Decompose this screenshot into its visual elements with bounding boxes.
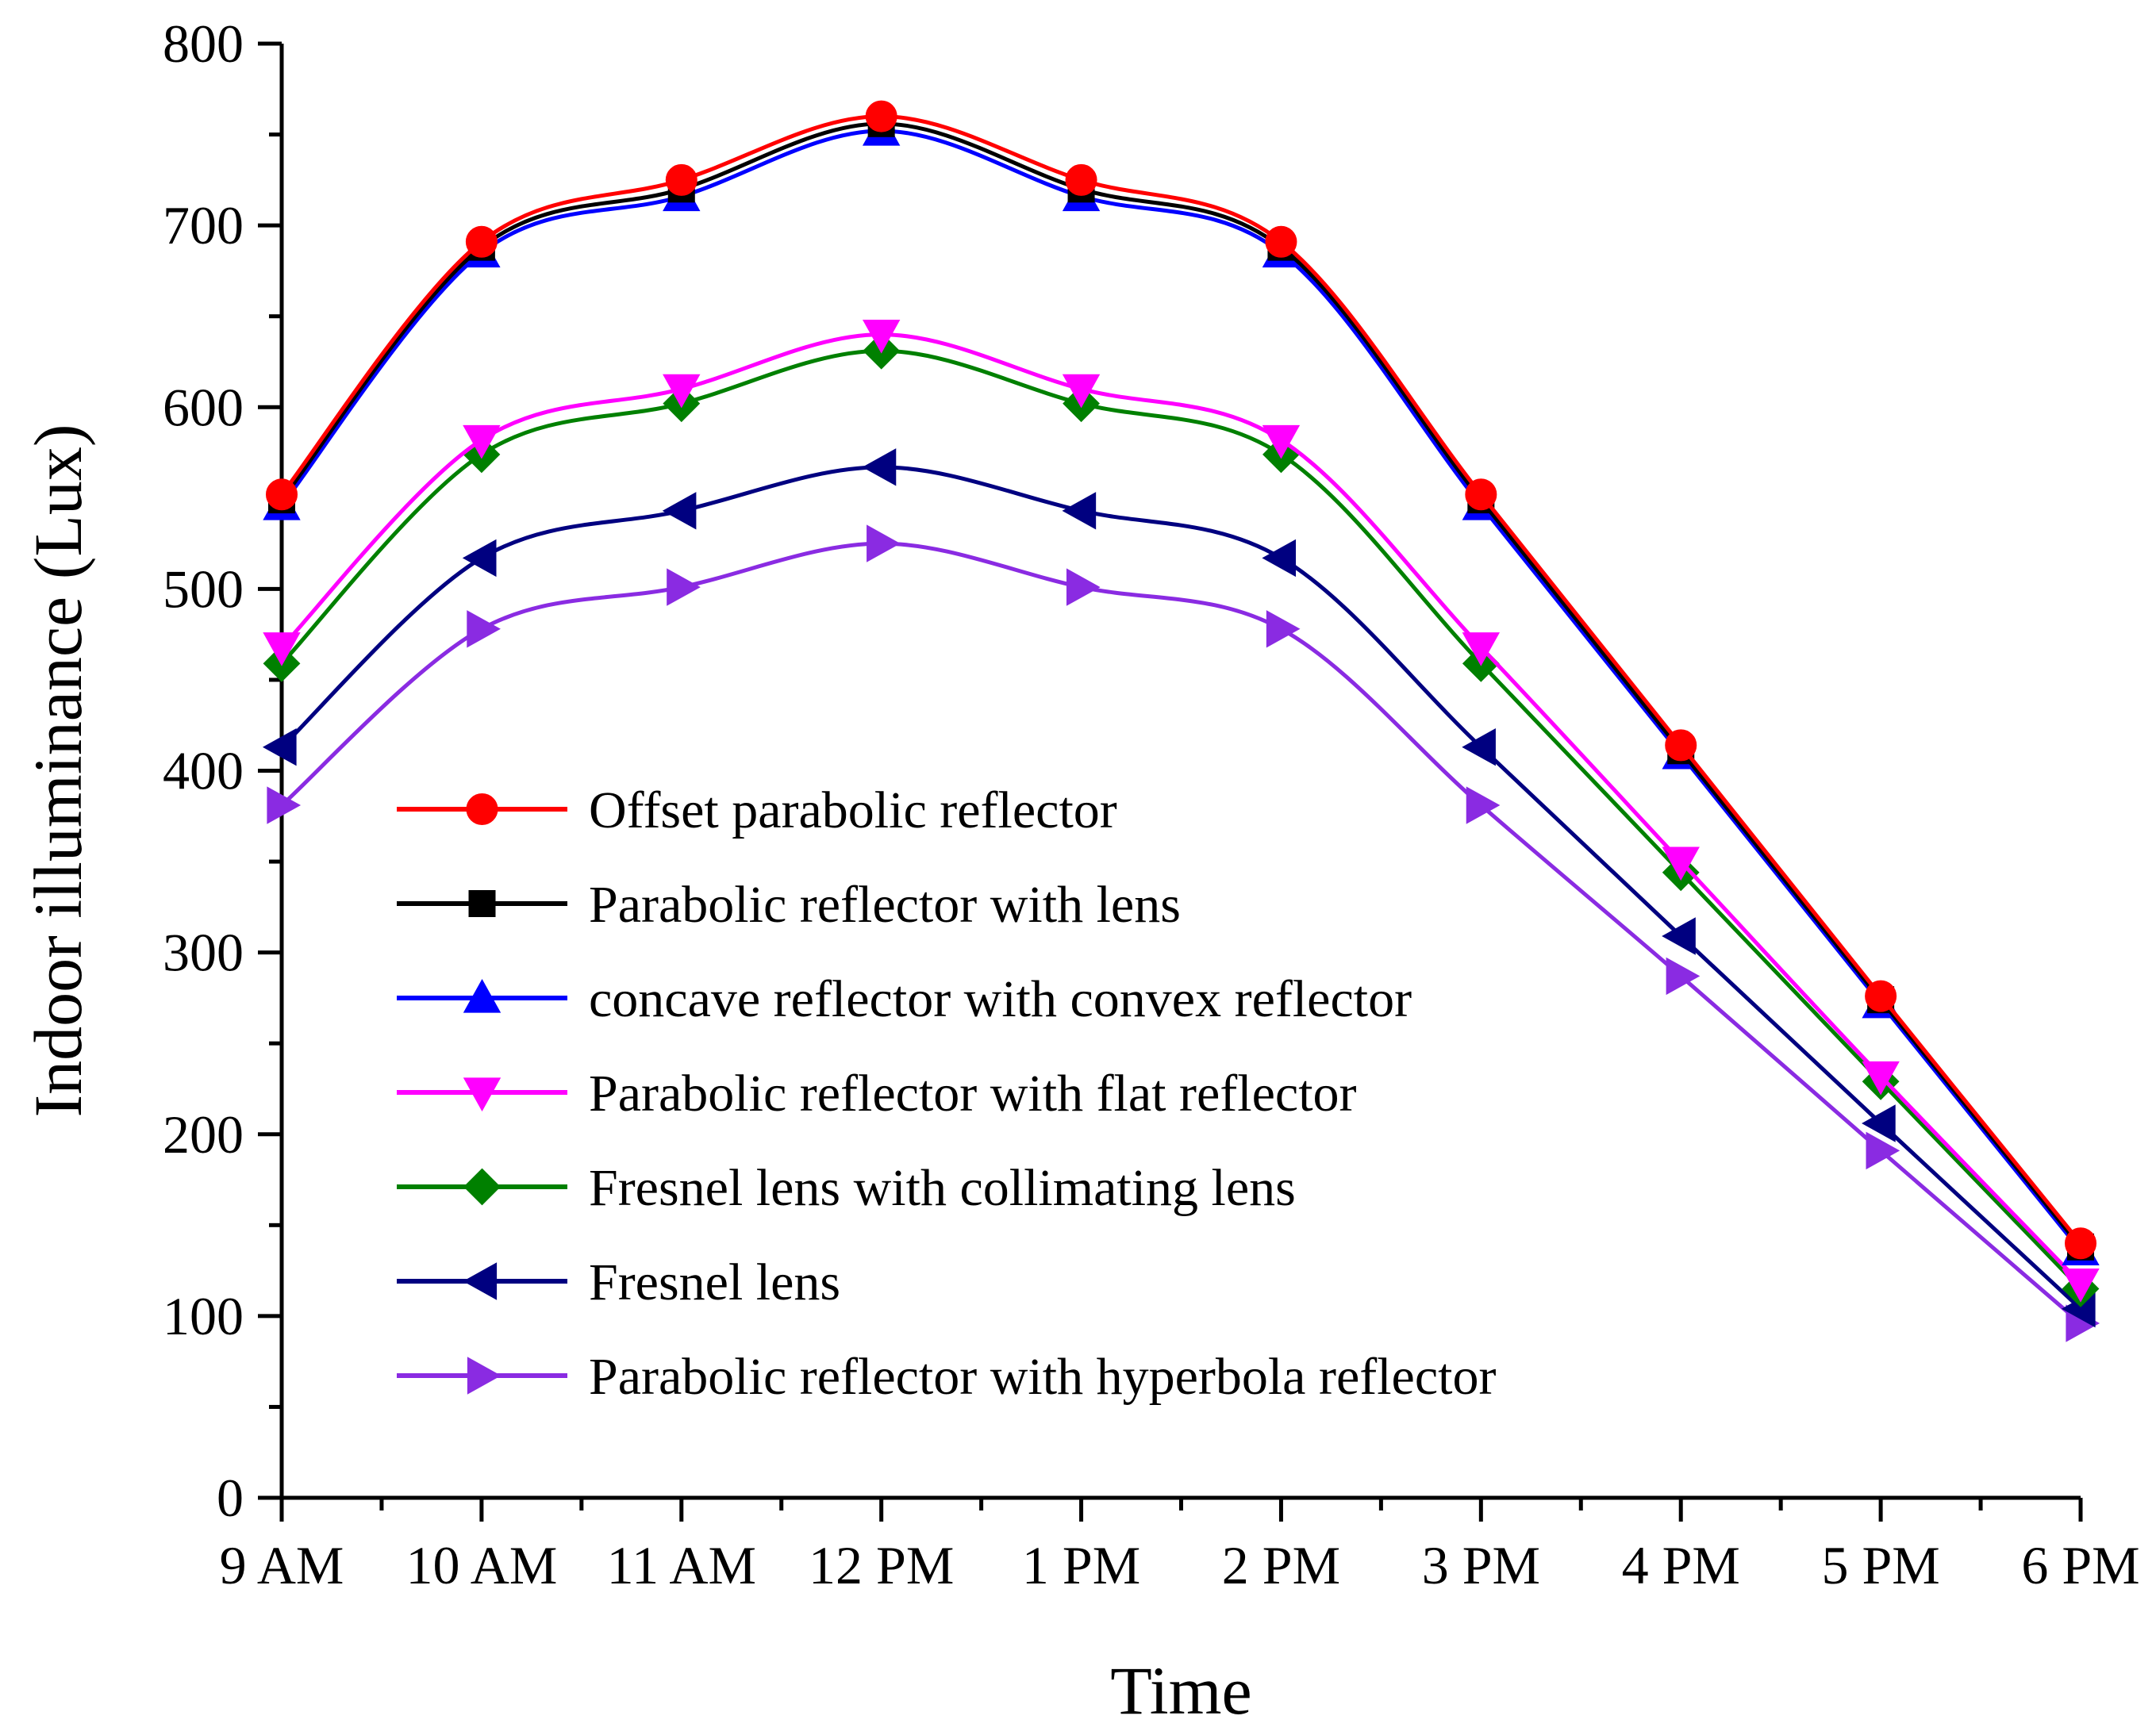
legend-item: Parabolic reflector with hyperbola refle… — [397, 1348, 1496, 1406]
data-point — [2062, 1269, 2100, 1303]
data-point — [463, 424, 501, 459]
legend-marker — [463, 1077, 502, 1112]
data-point — [862, 320, 901, 354]
data-point — [1662, 917, 1696, 955]
data-point — [1262, 539, 1297, 578]
data-point — [1262, 424, 1301, 459]
series-line — [280, 541, 2082, 1325]
series-line — [280, 121, 2082, 1249]
legend-label: concave reflector with convex reflector — [589, 970, 1412, 1028]
series-6 — [267, 524, 2100, 1342]
data-point — [462, 539, 497, 578]
x-tick-label: 12 PM — [809, 1535, 954, 1595]
legend-label: Parabolic reflector with hyperbola refle… — [589, 1348, 1496, 1406]
y-tick-label: 400 — [163, 741, 244, 801]
y-tick-label: 800 — [163, 13, 244, 74]
legend-item: Fresnel lens — [397, 1253, 840, 1311]
series-5 — [262, 448, 2096, 1328]
y-tick-label: 0 — [217, 1468, 244, 1528]
data-point — [1462, 632, 1501, 666]
legend-marker — [468, 890, 496, 917]
x-tick-label: 3 PM — [1422, 1535, 1540, 1595]
legend-item: Offset parabolic reflector — [397, 781, 1117, 839]
data-point — [1066, 568, 1101, 606]
data-point — [865, 100, 897, 132]
legend-marker — [463, 1168, 501, 1206]
data-point — [465, 225, 498, 258]
x-tick-label: 5 PM — [1821, 1535, 1939, 1595]
legend-item: Parabolic reflector with flat reflector — [397, 1065, 1357, 1123]
x-tick-label: 9 AM — [220, 1535, 344, 1595]
data-point — [267, 786, 302, 824]
x-tick-label: 1 PM — [1022, 1535, 1140, 1595]
legend-item: Fresnel lens with collimating lens — [397, 1159, 1296, 1217]
y-tick-label: 100 — [163, 1286, 244, 1346]
data-point — [1866, 1131, 1900, 1170]
series-line — [280, 348, 2082, 1291]
data-point — [1465, 478, 1497, 511]
legend-marker — [467, 1357, 502, 1395]
data-point — [1662, 846, 1700, 881]
data-point — [1466, 786, 1501, 824]
series-3 — [263, 320, 2100, 1303]
y-tick-label: 500 — [163, 559, 244, 619]
data-point — [1862, 1104, 1896, 1142]
data-point — [1266, 610, 1301, 648]
series-line — [280, 332, 2082, 1285]
x-tick-label: 2 PM — [1222, 1535, 1340, 1595]
data-point — [1862, 1061, 1900, 1096]
data-point — [1865, 980, 1897, 1012]
data-point — [1665, 729, 1697, 762]
data-point — [663, 374, 701, 409]
x-tick-label: 6 PM — [2021, 1535, 2139, 1595]
data-point — [467, 610, 501, 648]
y-axis-title: Indoor illuminance (Lux) — [20, 424, 96, 1117]
legend-label: Fresnel lens with collimating lens — [589, 1159, 1296, 1217]
legend-item: Parabolic reflector with lens — [397, 876, 1181, 934]
legend-marker — [463, 1262, 498, 1300]
data-point — [1062, 492, 1097, 530]
series-line — [280, 465, 2082, 1311]
legend-label: Parabolic reflector with flat reflector — [589, 1065, 1357, 1123]
series-0 — [266, 100, 2096, 1260]
data-point — [667, 568, 701, 606]
data-point — [1065, 163, 1097, 196]
y-tick-label: 600 — [163, 377, 244, 437]
data-point — [262, 728, 297, 766]
series-line — [280, 114, 2082, 1245]
data-point — [2065, 1227, 2096, 1260]
x-tick-label: 11 AM — [607, 1535, 756, 1595]
data-point — [266, 478, 298, 511]
x-axis-title: Time — [1110, 1652, 1251, 1729]
series-line — [280, 129, 2082, 1252]
x-tick-label: 4 PM — [1622, 1535, 1740, 1595]
legend-marker — [466, 793, 498, 825]
legend-marker — [463, 978, 502, 1013]
legend-item: concave reflector with convex reflector — [397, 970, 1412, 1028]
data-point — [1265, 225, 1297, 258]
data-point — [867, 524, 901, 562]
legend-label: Parabolic reflector with lens — [589, 876, 1181, 934]
data-point — [862, 448, 897, 486]
data-point — [1666, 957, 1701, 996]
legend-label: Offset parabolic reflector — [589, 781, 1117, 839]
x-tick-label: 10 AM — [405, 1535, 557, 1595]
data-point — [263, 632, 301, 666]
y-tick-label: 300 — [163, 923, 244, 983]
data-point — [662, 492, 697, 530]
y-tick-label: 700 — [163, 195, 244, 255]
legend-label: Fresnel lens — [589, 1253, 840, 1311]
data-point — [1062, 374, 1101, 409]
y-tick-label: 200 — [163, 1104, 244, 1165]
data-point — [1462, 728, 1496, 766]
data-point — [665, 163, 698, 196]
